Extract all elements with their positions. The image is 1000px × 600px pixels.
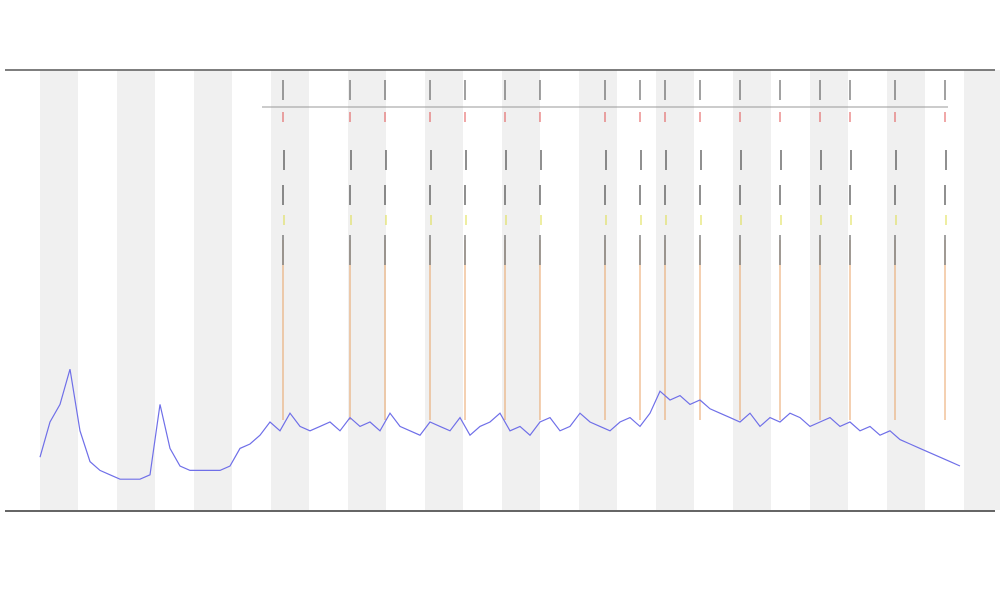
band [194,70,232,510]
plot-layer [39,80,961,480]
band [887,70,925,510]
band [425,70,463,510]
band [733,70,771,510]
band [40,70,78,510]
band [656,70,694,510]
band [502,70,540,510]
band [579,70,617,510]
band [348,70,386,510]
band [964,70,1000,510]
band [117,70,155,510]
series-line [39,369,961,480]
band [271,70,309,510]
band-layer [40,70,1000,510]
band [810,70,848,510]
